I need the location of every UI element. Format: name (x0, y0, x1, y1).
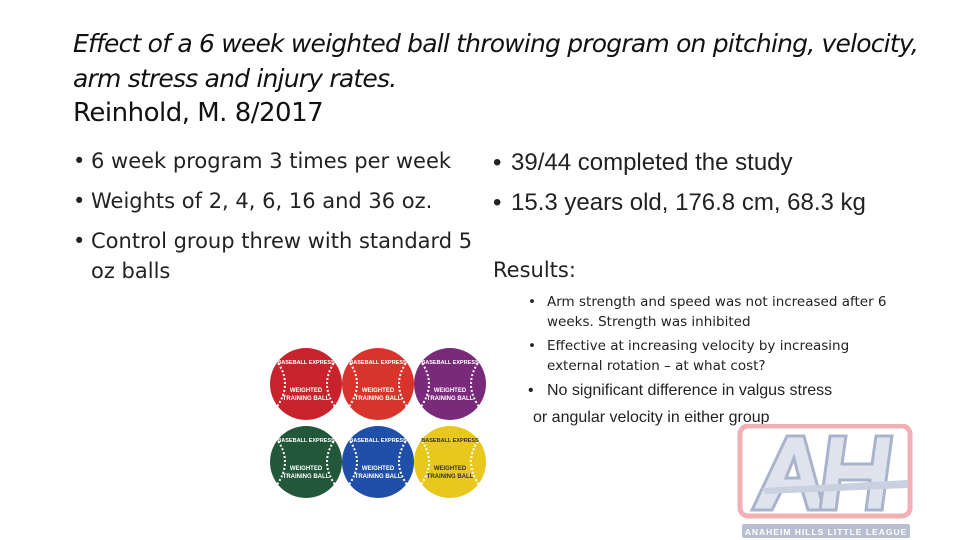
logo-letter-a (749, 434, 826, 512)
ball-training-label: TRAINING BALL (283, 474, 330, 480)
weighted-ball: BASEBALL EXPRESS WEIGHTED TRAINING BALL (342, 426, 414, 498)
ball-brand-label: BASEBALL EXPRESS (277, 360, 335, 366)
weighted-ball: BASEBALL EXPRESS WEIGHTED TRAINING BALL (270, 426, 342, 498)
ball-training-label: WEIGHTED (290, 466, 323, 472)
left-bullet: 6 week program 3 times per week (73, 146, 473, 176)
ball-training-label: TRAINING BALL (283, 396, 330, 402)
ball-training-label: WEIGHTED (434, 466, 467, 472)
ball-brand-label: BASEBALL EXPRESS (349, 438, 407, 444)
left-bullet: Weights of 2, 4, 6, 16 and 36 oz. (73, 186, 473, 216)
ball-training-label: WEIGHTED (362, 388, 395, 394)
league-logo: ANAHEIM HILLS LITTLE LEAGUE (737, 424, 913, 538)
logo-caption: ANAHEIM HILLS LITTLE LEAGUE (745, 527, 908, 537)
ball-training-label: TRAINING BALL (427, 474, 474, 480)
weighted-ball: BASEBALL EXPRESS WEIGHTED TRAINING BALL (414, 348, 486, 420)
ball-training-label: WEIGHTED (362, 466, 395, 472)
ball-training-label: TRAINING BALL (427, 396, 474, 402)
right-bullet-list: 39/44 completed the study 15.3 years old… (493, 147, 913, 227)
ball-training-label: TRAINING BALL (355, 396, 402, 402)
result-item: Arm strength and speed was not increased… (528, 292, 888, 332)
logo-swoosh (762, 480, 908, 494)
results-heading: Results: (493, 258, 576, 282)
ball-brand-label: BASEBALL EXPRESS (421, 438, 479, 444)
results-list: Arm strength and speed was not increased… (528, 292, 888, 406)
ball-training-label: WEIGHTED (434, 388, 467, 394)
result-item: No significant difference in valgus stre… (528, 380, 888, 402)
left-bullet: Control group threw with standard 5 oz b… (73, 226, 473, 286)
right-bullet: 15.3 years old, 176.8 cm, 68.3 kg (493, 187, 913, 218)
result-item: Effective at increasing velocity by incr… (528, 336, 888, 376)
citation: Reinhold, M. 8/2017 (73, 98, 324, 128)
ball-training-label: TRAINING BALL (355, 474, 402, 480)
ball-brand-label: BASEBALL EXPRESS (277, 438, 335, 444)
weighted-ball: BASEBALL EXPRESS WEIGHTED TRAINING BALL (342, 348, 414, 420)
weighted-ball: BASEBALL EXPRESS WEIGHTED TRAINING BALL (270, 348, 342, 420)
weighted-ball: BASEBALL EXPRESS WEIGHTED TRAINING BALL (414, 426, 486, 498)
result-continuation: or angular velocity in either group (533, 409, 770, 426)
left-bullet-list: 6 week program 3 times per week Weights … (73, 146, 473, 296)
title-block: Effect of a 6 week weighted ball throwin… (73, 26, 933, 130)
slide-title: Effect of a 6 week weighted ball throwin… (73, 29, 919, 93)
logo-letter-h (818, 434, 894, 512)
ball-training-label: WEIGHTED (290, 388, 323, 394)
right-bullet: 39/44 completed the study (493, 147, 913, 178)
ball-brand-label: BASEBALL EXPRESS (349, 360, 407, 366)
ball-brand-label: BASEBALL EXPRESS (421, 360, 479, 366)
